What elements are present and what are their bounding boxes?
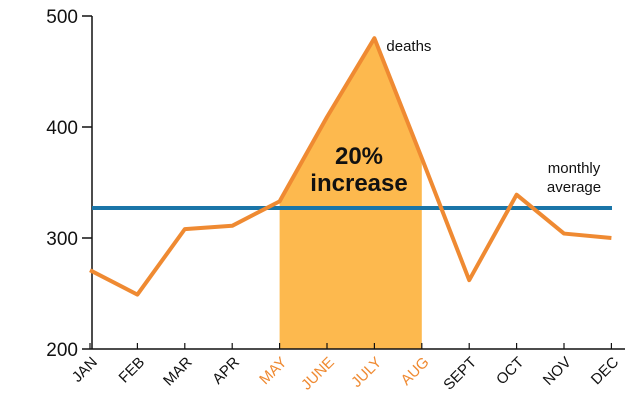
y-tick-label: 500: [46, 7, 78, 28]
highlight-area: [279, 38, 422, 349]
highlight-label: increase: [310, 170, 407, 197]
x-tick-label: MAY: [256, 354, 290, 388]
x-tick-label: SEPT: [440, 354, 480, 394]
y-tick-label: 200: [46, 340, 78, 361]
x-tick-label: FEB: [116, 354, 149, 387]
x-tick-label: OCT: [493, 354, 527, 388]
x-tick-label: AUG: [398, 354, 433, 389]
y-tick-label: 300: [46, 229, 78, 250]
average-label: monthly: [548, 160, 601, 177]
x-tick-label: JULY: [348, 354, 385, 391]
series-label: deaths: [386, 38, 431, 55]
x-tick-label: NOV: [540, 354, 575, 389]
average-label: average: [547, 179, 601, 196]
x-tick-label: APR: [209, 354, 243, 388]
y-tick-label: 400: [46, 118, 78, 139]
highlight-label: 20%: [335, 143, 383, 170]
deaths-line: [89, 36, 612, 297]
x-tick-label: JUNE: [298, 354, 338, 394]
x-tick-label: DEC: [588, 354, 623, 389]
x-tick-label: MAR: [160, 354, 196, 390]
